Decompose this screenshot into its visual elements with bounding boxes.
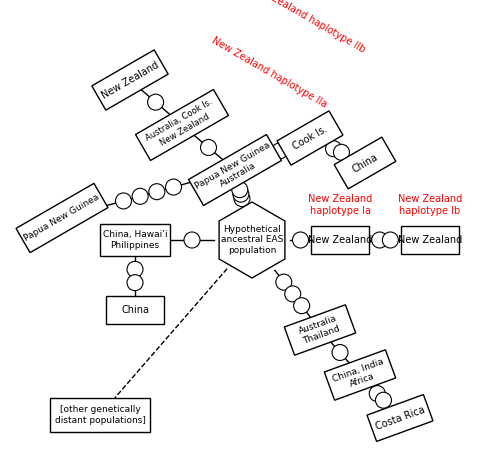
Circle shape [376, 392, 392, 408]
Text: [other genetically
distant populations]: [other genetically distant populations] [54, 405, 146, 425]
Text: Papua New Guinea: Papua New Guinea [23, 193, 101, 243]
Circle shape [234, 190, 250, 207]
Text: China, Hawai’i
Philippines: China, Hawai’i Philippines [102, 230, 168, 250]
Circle shape [276, 274, 292, 290]
Polygon shape [136, 90, 228, 161]
Bar [100, 224, 170, 256]
Circle shape [232, 182, 248, 198]
Circle shape [292, 232, 308, 248]
Circle shape [200, 140, 216, 156]
Circle shape [382, 232, 398, 248]
Text: China: China [121, 305, 149, 315]
Circle shape [294, 298, 310, 313]
Polygon shape [219, 202, 285, 278]
Text: Australia
Thailand: Australia Thailand [298, 314, 342, 346]
Circle shape [332, 345, 348, 360]
Bar [311, 226, 369, 254]
Circle shape [326, 141, 342, 157]
Polygon shape [92, 50, 168, 110]
Text: New Zealand: New Zealand [398, 235, 462, 245]
Text: New Zealand
haplotype Ia: New Zealand haplotype Ia [308, 194, 372, 216]
Circle shape [127, 274, 143, 291]
Circle shape [184, 232, 200, 248]
Circle shape [372, 232, 388, 248]
Text: Hypothetical
ancestral EAS
population: Hypothetical ancestral EAS population [221, 225, 283, 255]
Text: Australia, Cook Is.
New Zealand: Australia, Cook Is. New Zealand [144, 98, 220, 152]
Circle shape [116, 193, 132, 209]
Bar [50, 398, 150, 432]
Circle shape [272, 143, 287, 159]
Circle shape [334, 144, 349, 160]
Circle shape [370, 386, 386, 402]
Circle shape [233, 186, 249, 202]
Polygon shape [188, 134, 282, 206]
Text: Cook Is.: Cook Is. [291, 124, 329, 152]
Text: China: China [350, 151, 380, 174]
Circle shape [132, 188, 148, 204]
Circle shape [148, 94, 164, 110]
Polygon shape [284, 305, 356, 355]
Bar [106, 296, 164, 324]
Text: New Zealand haplotype IIa: New Zealand haplotype IIa [210, 35, 328, 109]
Polygon shape [324, 350, 396, 400]
Text: China, India
Africa: China, India Africa [332, 357, 388, 393]
Polygon shape [334, 137, 396, 189]
Circle shape [166, 179, 182, 195]
Polygon shape [277, 111, 343, 165]
Text: New Zealand: New Zealand [100, 60, 160, 101]
Circle shape [149, 184, 165, 200]
Circle shape [284, 286, 300, 302]
Text: New Zealand: New Zealand [308, 235, 372, 245]
Text: New Zealand haplotype IIb: New Zealand haplotype IIb [248, 0, 367, 55]
Text: Papua New Guinea
Australia: Papua New Guinea Australia [193, 140, 277, 200]
Bar [401, 226, 459, 254]
Polygon shape [16, 184, 108, 252]
Text: Costa Rica: Costa Rica [374, 404, 426, 431]
Polygon shape [367, 395, 433, 442]
Text: New Zealand
haplotype Ib: New Zealand haplotype Ib [398, 194, 462, 216]
Circle shape [127, 261, 143, 277]
